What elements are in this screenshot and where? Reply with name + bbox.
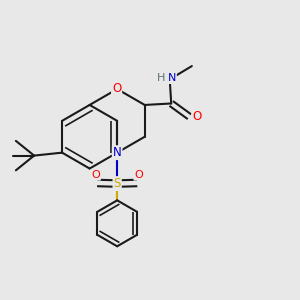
Text: N: N [113,146,122,159]
Text: S: S [113,177,121,190]
Text: O: O [91,170,100,180]
Text: O: O [112,82,121,95]
Text: O: O [192,110,202,123]
Text: H: H [157,74,165,83]
Text: N: N [168,74,176,83]
Text: O: O [134,170,143,180]
